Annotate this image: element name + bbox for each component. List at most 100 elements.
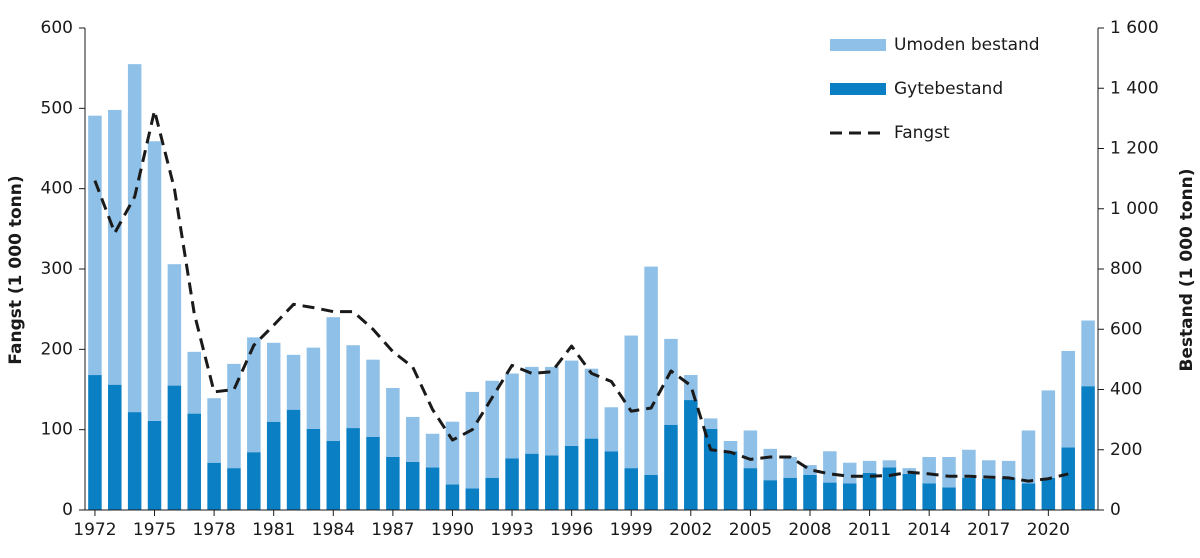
- bar: [187, 351, 201, 414]
- bar: [1021, 430, 1036, 484]
- bar: [187, 413, 201, 510]
- bar: [127, 64, 142, 413]
- line: [93, 109, 1069, 483]
- bar: [922, 483, 936, 510]
- y-tick-label: 200: [41, 339, 73, 359]
- bar: [882, 467, 897, 510]
- bar: [1081, 386, 1095, 510]
- bar: [664, 424, 678, 510]
- bar: [346, 345, 360, 429]
- bar: [902, 473, 917, 510]
- y2-tick-label: 1 000: [1110, 199, 1159, 219]
- bar: [962, 449, 976, 478]
- bar: [108, 109, 122, 385]
- bar: [842, 483, 857, 510]
- bar: [803, 474, 817, 510]
- bar: [306, 347, 321, 429]
- bar: [88, 115, 102, 376]
- x-tick-label: 2014: [908, 520, 951, 540]
- bar: [445, 484, 460, 510]
- bar: [823, 482, 837, 510]
- bar: [485, 477, 499, 510]
- bar: [386, 456, 400, 510]
- bar: [266, 342, 281, 422]
- bar: [564, 445, 579, 510]
- y2-tick-label: 1 600: [1110, 18, 1159, 38]
- x-tick-label: 2008: [788, 520, 831, 540]
- x-tick-label: 2020: [1027, 520, 1070, 540]
- y2-tick-label: 400: [1110, 380, 1142, 400]
- bar: [624, 335, 638, 469]
- bar: [644, 474, 658, 510]
- legend-swatch: [830, 39, 886, 51]
- bar: [366, 359, 380, 437]
- bar: [644, 266, 658, 475]
- bar: [425, 467, 440, 510]
- bar: [266, 421, 281, 510]
- bar: [783, 477, 797, 510]
- x-tick-label: 2017: [967, 520, 1010, 540]
- bar: [604, 451, 619, 510]
- bar: [147, 420, 162, 510]
- bar: [1041, 390, 1056, 478]
- x-tick-label: 1984: [312, 520, 355, 540]
- bar: [505, 373, 519, 459]
- x-tick-label: 1990: [431, 520, 474, 540]
- bar: [326, 317, 341, 442]
- bar: [525, 366, 539, 454]
- bar: [386, 387, 400, 457]
- bar: [684, 400, 698, 510]
- y2-tick-label: 200: [1110, 440, 1142, 460]
- bar: [743, 468, 758, 510]
- bar: [247, 452, 261, 510]
- bar: [1061, 350, 1075, 448]
- bar: [723, 451, 738, 510]
- bar: [88, 375, 102, 510]
- bar: [326, 441, 341, 510]
- bar: [823, 451, 837, 483]
- bar: [962, 477, 976, 510]
- y-tick-label: 300: [41, 259, 73, 279]
- bar: [445, 421, 460, 485]
- bar: [862, 460, 877, 473]
- bar: [108, 384, 122, 510]
- bar: [1001, 460, 1016, 478]
- bar: [247, 337, 261, 453]
- bar: [425, 433, 440, 468]
- bar: [286, 354, 301, 410]
- bar: [783, 456, 797, 478]
- bar: [703, 428, 718, 510]
- y-tick-label: 600: [41, 18, 73, 38]
- bar: [167, 264, 182, 386]
- x-tick-label: 1975: [133, 520, 176, 540]
- bar: [624, 468, 638, 510]
- bar: [1001, 477, 1016, 510]
- y2-tick-label: 1 200: [1110, 139, 1159, 159]
- y-axis-title: Fangst (1 000 tonn): [6, 175, 26, 364]
- bar: [545, 366, 559, 456]
- bar: [147, 141, 162, 421]
- x-tick-label: 1993: [490, 520, 533, 540]
- bar: [207, 462, 221, 510]
- y-tick-label: 100: [41, 420, 73, 440]
- bar: [465, 391, 480, 489]
- y2-tick-label: 1 400: [1110, 78, 1159, 98]
- y-tick-label: 400: [41, 179, 73, 199]
- bar: [584, 438, 599, 510]
- x-tick-label: 1996: [550, 520, 593, 540]
- legend-swatch: [830, 83, 886, 95]
- x-tick-label: 2002: [669, 520, 712, 540]
- legend-label: Gytebestand: [894, 79, 1003, 99]
- x-tick-label: 2011: [848, 520, 891, 540]
- bar: [306, 428, 321, 510]
- x-tick-label: 1981: [252, 520, 295, 540]
- bar: [207, 398, 221, 463]
- bar: [982, 478, 996, 510]
- bar: [882, 460, 897, 468]
- bar: [525, 453, 539, 510]
- x-tick-label: 1978: [192, 520, 235, 540]
- legend-label: Fangst: [894, 123, 950, 143]
- x-tick-label: 1999: [610, 520, 653, 540]
- bar: [227, 468, 241, 510]
